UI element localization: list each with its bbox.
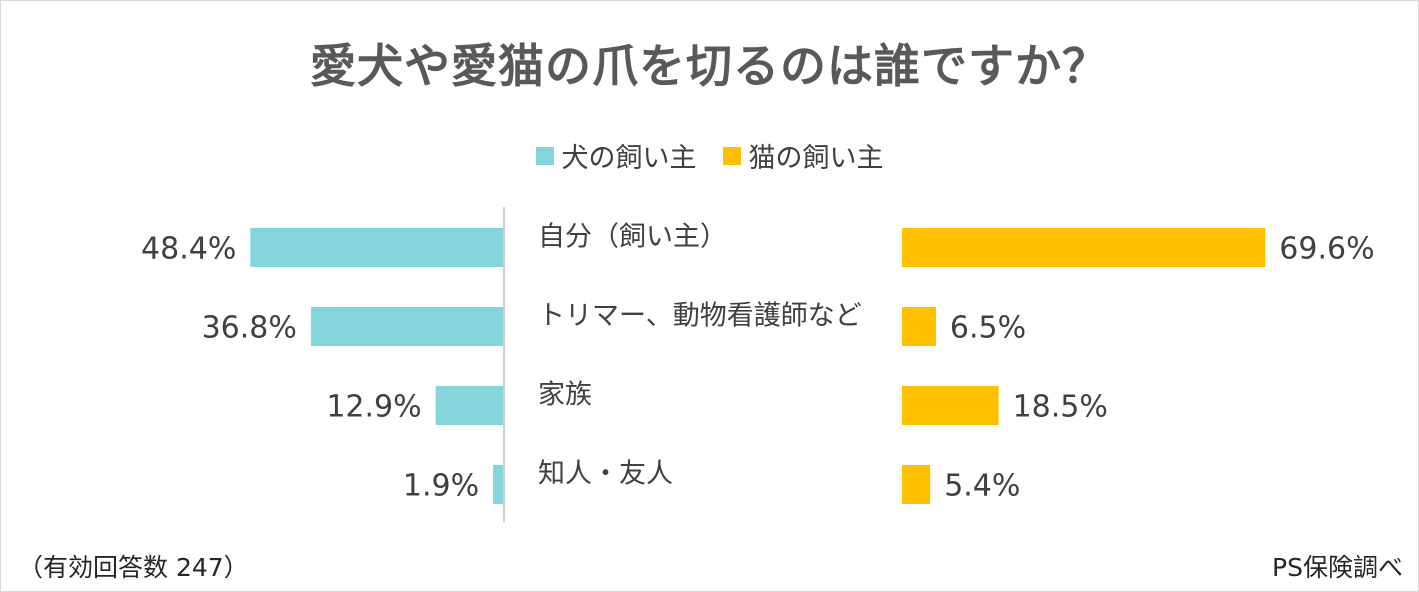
legend-swatch-dog xyxy=(535,146,554,165)
legend-swatch-cat xyxy=(722,146,741,165)
legend-item-dog: 犬の飼い主 xyxy=(535,136,697,175)
category-label-0: 自分（飼い主） xyxy=(538,222,727,253)
cat-bar-2 xyxy=(902,386,999,425)
category-label-2: 家族 xyxy=(538,380,592,411)
legend-label-dog: 犬の飼い主 xyxy=(561,143,697,174)
cat-bar-3 xyxy=(902,465,931,504)
respondent-count-note: （有効回答数 247） xyxy=(18,553,249,582)
dog-value-label-1: 36.8% xyxy=(202,311,297,346)
dog-value-label-3: 1.9% xyxy=(403,469,479,504)
cat-bar-1 xyxy=(902,307,936,346)
dog-bar-2 xyxy=(435,386,503,425)
dog-value-label-2: 12.9% xyxy=(326,390,421,425)
cat-value-label-2: 18.5% xyxy=(1013,390,1108,425)
legend-label-cat: 猫の飼い主 xyxy=(748,143,884,174)
dog-bar-1 xyxy=(310,307,503,346)
dog-bar-0 xyxy=(250,228,503,267)
cat-value-label-0: 69.6% xyxy=(1279,232,1374,267)
category-label-1: トリマー、動物看護師など xyxy=(538,301,862,332)
category-label-3: 知人・友人 xyxy=(538,459,673,490)
chart-title: 愛犬や愛猫の爪を切るのは誰ですか？ xyxy=(310,39,1109,93)
cat-value-label-3: 5.4% xyxy=(944,469,1020,504)
dog-bar-3 xyxy=(493,465,503,504)
cat-bar-0 xyxy=(902,228,1266,267)
legend-item-cat: 猫の飼い主 xyxy=(722,136,884,175)
dog-value-label-0: 48.4% xyxy=(141,232,236,267)
cat-value-label-1: 6.5% xyxy=(950,311,1026,346)
legend: 犬の飼い主 猫の飼い主 xyxy=(0,136,1419,175)
source-label: PS保険調べ xyxy=(1272,553,1403,582)
